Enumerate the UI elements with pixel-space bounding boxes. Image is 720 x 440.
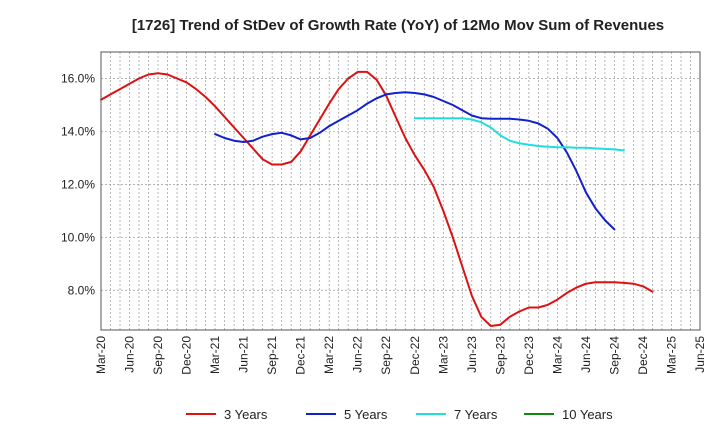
x-tick-label: Jun-24 bbox=[579, 336, 593, 373]
x-tick-label: Mar-25 bbox=[664, 336, 678, 374]
x-tick-label: Mar-22 bbox=[322, 336, 336, 374]
legend-label: 7 Years bbox=[454, 407, 498, 422]
x-tick-label: Dec-22 bbox=[408, 336, 422, 375]
x-axis: Mar-20 Jun-20 Sep-20 Dec-20 Mar-21 Jun-21 Sep-… bbox=[94, 336, 707, 375]
x-tick-label: Jun-22 bbox=[351, 336, 365, 373]
x-tick-label: Jun-21 bbox=[237, 336, 251, 373]
y-tick-label: 10.0% bbox=[61, 230, 95, 244]
legend-label: 10 Years bbox=[562, 407, 613, 422]
series-line-3-years bbox=[100, 70, 654, 327]
x-tick-label: Mar-21 bbox=[208, 336, 222, 374]
x-tick-label: Sep-23 bbox=[493, 336, 507, 375]
x-tick-label: Sep-24 bbox=[607, 336, 621, 375]
legend-label: 5 Years bbox=[344, 407, 388, 422]
series-line-7-years bbox=[413, 117, 625, 152]
x-tick-label: Mar-24 bbox=[550, 336, 564, 374]
x-tick-label: Jun-23 bbox=[465, 336, 479, 373]
plot-frame bbox=[100, 51, 701, 331]
series-group bbox=[100, 70, 654, 327]
x-tick-label: Dec-23 bbox=[522, 336, 536, 375]
x-tick-label: Dec-21 bbox=[294, 336, 308, 375]
y-tick-label: 8.0% bbox=[68, 283, 96, 297]
chart-title: [1726] Trend of StDev of Growth Rate (Yo… bbox=[132, 17, 664, 34]
y-tick-label: 14.0% bbox=[61, 124, 95, 138]
x-tick-label: Jun-20 bbox=[123, 336, 137, 373]
x-tick-label: Jun-25 bbox=[693, 336, 707, 373]
x-tick-label: Mar-20 bbox=[94, 336, 108, 374]
x-tick-label: Sep-20 bbox=[151, 336, 165, 375]
x-tick-label: Dec-20 bbox=[180, 336, 194, 375]
x-tick-label: Dec-24 bbox=[636, 336, 650, 375]
x-tick-label: Sep-21 bbox=[265, 336, 279, 375]
y-tick-label: 12.0% bbox=[61, 177, 95, 191]
legend-label: 3 Years bbox=[224, 407, 268, 422]
series-line-5-years bbox=[214, 91, 616, 231]
legend: 3 Years 5 Years 7 Years 10 Years bbox=[186, 407, 613, 422]
grid bbox=[100, 52, 701, 330]
y-tick-label: 16.0% bbox=[61, 71, 95, 85]
x-tick-label: Sep-22 bbox=[379, 336, 393, 375]
x-tick-label: Mar-23 bbox=[436, 336, 450, 374]
y-axis: 8.0% 10.0% 12.0% 14.0% 16.0% bbox=[61, 71, 95, 297]
